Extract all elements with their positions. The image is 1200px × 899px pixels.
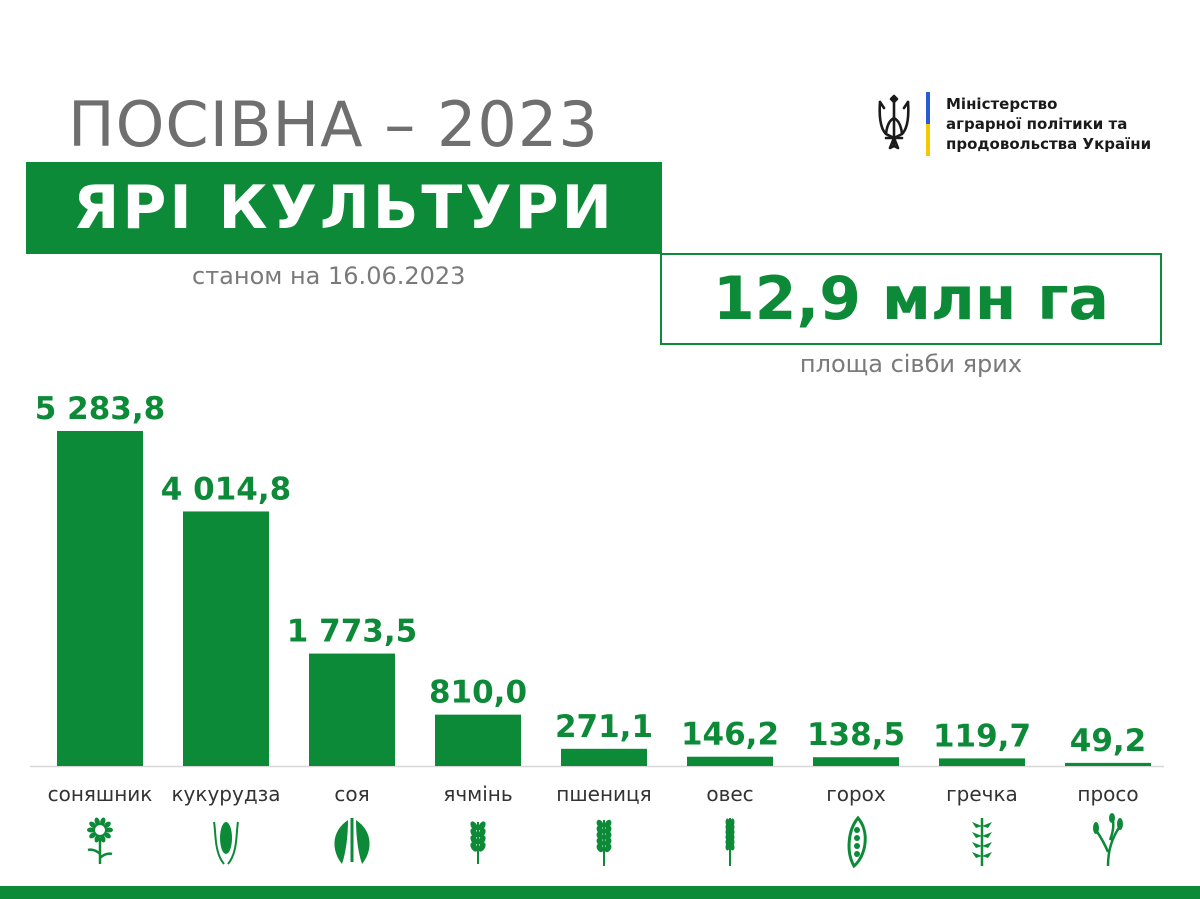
bottom-stripe [0,886,1200,899]
bar-3 [309,653,395,766]
ministry-logo: Міністерство аграрної політики та продов… [868,92,1168,156]
soybean-icon [334,818,370,864]
bar-5 [561,748,647,766]
bar-chart: 5 283,8 соняшник 4 014,8 кукурудза 1 773,5 со… [30,391,1164,869]
category-label-6: овес [706,782,753,806]
corn-icon [213,821,239,865]
sunflower-icon [87,817,113,864]
category-label-7: горох [826,782,886,806]
value-label-7: 138,5 [807,717,905,753]
ministry-name-line-3: продовольства України [946,135,1152,153]
value-label-8: 119,7 [933,718,1031,754]
flag-stripe [926,92,930,156]
ministry-name-line-2: аграрної політики та [946,115,1128,133]
bar-7 [813,757,899,766]
value-label-9: 49,2 [1070,723,1147,759]
total-area-box: 12,9 млн га [660,253,1162,345]
bar-9 [1065,762,1151,766]
bar-4 [435,714,521,766]
bar-8 [939,758,1025,766]
category-label-9: просо [1077,782,1138,806]
pea-icon [847,815,867,869]
bar-2 [183,511,269,766]
category-label-3: соя [334,782,369,806]
value-label-4: 810,0 [429,675,527,711]
wheat-icon [596,819,612,866]
bar-6 [687,756,773,766]
category-label-4: ячмінь [443,782,512,806]
oat-icon [725,818,735,866]
total-area-value: 12,9 млн га [712,264,1110,334]
page-title: ПОСІВНА – 2023 [68,88,599,161]
ministry-name-line-1: Міністерство [946,95,1058,113]
category-label-1: соняшник [48,782,153,806]
value-label-5: 271,1 [555,709,653,745]
trident-icon [878,94,910,150]
category-label-2: кукурудза [171,782,280,806]
ministry-name: Міністерство аграрної політики та продов… [946,94,1151,154]
buckwheat-icon [972,818,992,866]
report-date: станом на 16.06.2023 [192,262,466,290]
value-label-1: 5 283,8 [35,391,165,427]
barley-icon [470,821,486,864]
value-label-6: 146,2 [681,717,779,753]
subtitle-banner: ЯРІ КУЛЬТУРИ [26,162,662,254]
category-label-5: пшениця [556,782,651,806]
bar-1 [57,431,143,766]
total-area-caption: площа сівби ярих [799,350,1023,378]
value-label-2: 4 014,8 [161,471,291,507]
subtitle-text: ЯРІ КУЛЬТУРИ [73,173,615,243]
value-label-3: 1 773,5 [287,614,417,650]
millet-icon [1093,813,1123,867]
category-label-8: гречка [946,782,1018,806]
